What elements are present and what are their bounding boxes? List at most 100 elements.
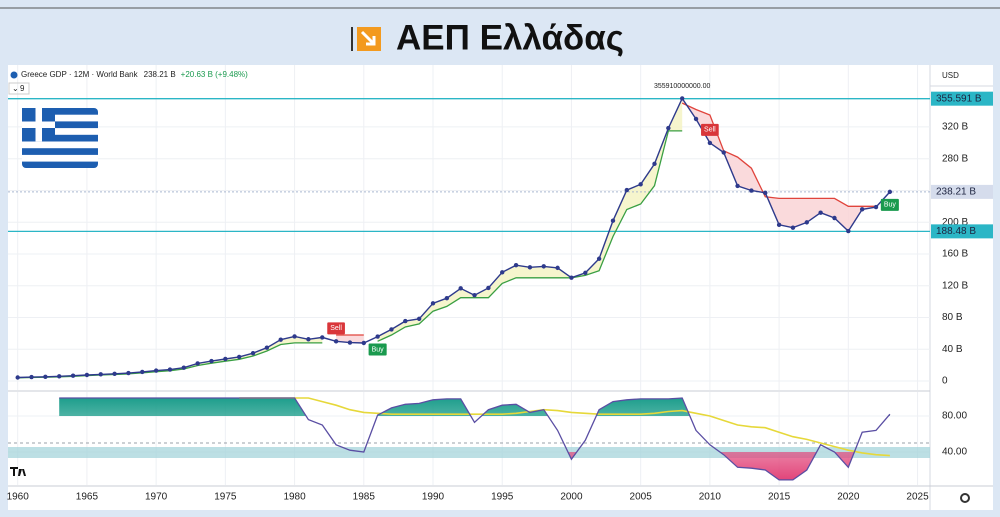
data-point [458,286,463,291]
data-point [140,369,145,375]
signal-box [701,123,719,136]
data-point [430,301,436,306]
greek-flag [22,108,98,168]
data-point [832,215,837,221]
legend-instrument: Greece GDP · 12M · World Bank [21,70,139,79]
data-point [347,340,353,345]
data-point [250,351,256,356]
y-tick-label: 160 B [942,249,968,260]
price-label: 188.48 B [936,226,976,237]
data-point [693,116,699,122]
x-tick-label: 2020 [837,492,860,503]
data-point [500,270,505,275]
data-point [486,285,491,291]
data-point [15,375,20,380]
chart-area [8,65,993,510]
currency[interactable]: USD [942,71,959,80]
annotation: 355910000000.00 [654,83,711,90]
series-line [239,397,890,457]
x-tick-label: 2015 [768,492,791,503]
data-point [596,256,602,261]
data-point [707,140,713,146]
data-point [873,204,879,210]
title-icon [351,27,381,51]
x-tick-label: 1970 [145,492,168,503]
interval-caret: ⌄ [12,84,19,93]
x-tick-label: 1975 [214,492,237,503]
price-label: 355.591 B [936,93,982,104]
data-point [195,361,200,366]
data-point [610,218,616,223]
data-point [569,275,574,280]
x-tick-label: 1995 [491,492,514,503]
page-title: ΑΕΠ Ελλάδας [396,18,624,57]
signal-label: Buy [884,202,897,209]
interval[interactable]: 9 [20,84,25,93]
data-point [98,372,103,377]
overbought-fill [59,398,890,417]
data-point [652,161,657,167]
series-line [377,130,683,342]
settings-icon[interactable] [960,493,970,503]
data-point [790,225,796,230]
data-point [749,188,754,193]
signal-box [368,343,387,356]
data-point [679,96,685,101]
data-point [735,183,740,189]
y-tick-label: 0 [942,376,948,387]
data-point [638,182,643,187]
data-point [333,339,339,344]
x-tick-label: 2005 [630,492,653,503]
data-point [278,337,283,342]
y-tick-label: 80.00 [942,411,967,422]
x-tick-label: 1980 [283,492,306,503]
price-label-box [931,224,993,239]
y-tick-label: 280 B [942,153,968,164]
trail-fill [336,335,364,343]
oscillator-band [8,447,930,458]
data-point [472,292,477,298]
data-point [541,264,546,269]
data-point [513,262,519,268]
signal-box [880,198,899,211]
price-label: 238.21 B [936,187,976,198]
data-point [721,150,726,155]
x-tick-label: 2010 [699,492,722,503]
data-point [70,373,76,378]
data-point [804,220,809,225]
x-tick-label: 1965 [76,492,99,503]
x-tick-label: 2000 [560,492,583,503]
y-tick-label: 80 B [942,312,963,323]
data-point [666,125,671,131]
signal-label: Sell [330,325,342,332]
legend-last-value: 238.21 B [144,70,176,79]
data-point [361,340,366,346]
data-point [527,265,533,270]
y-tick-label: 120 B [942,280,968,291]
data-point [43,374,48,380]
y-tick-label: 40 B [942,344,963,355]
price-label-box [931,91,993,106]
data-point [209,358,214,364]
series-line [17,96,891,379]
y-tick-label: 320 B [942,122,968,133]
data-point [57,374,62,379]
x-tick-label: 1985 [353,492,376,503]
data-point [236,354,242,360]
x-tick-label: 1990 [422,492,445,503]
data-point [624,187,630,193]
data-point [306,337,311,342]
signal-label: Buy [372,346,385,353]
interval-box[interactable] [8,82,30,95]
data-point [818,210,823,215]
data-point [375,334,380,339]
data-point [555,265,560,271]
series-line [59,397,891,481]
legend-flag [10,71,18,79]
data-point [223,356,228,362]
data-point [29,374,34,380]
data-point [292,334,297,339]
legend-change: +20.63 B (+9.48%) [181,70,248,79]
data-point [153,368,159,373]
data-point [126,370,131,376]
